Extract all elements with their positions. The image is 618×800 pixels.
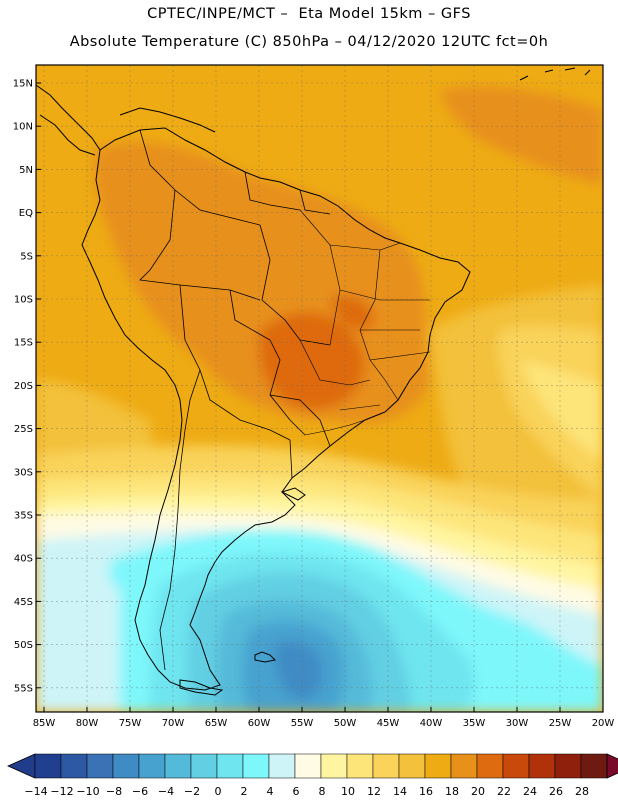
colorbar-label: 12 [367, 785, 381, 798]
colorbar-under-triangle [7, 753, 36, 779]
colorbar-label: 28 [575, 785, 589, 798]
colorbar-label: 24 [523, 785, 537, 798]
colorbar-swatch [424, 753, 452, 779]
lon-tick-label: 85W [33, 718, 56, 729]
lon-tick-label: 20W [592, 718, 615, 729]
colorbar-swatch [86, 753, 114, 779]
colorbar-swatch [190, 753, 218, 779]
colorbar-label: −12 [50, 785, 73, 798]
map-title-line-2: Absolute Temperature (C) 850hPa – 04/12/… [69, 34, 549, 50]
lon-tick-label: 60W [248, 718, 271, 729]
colorbar-swatch [502, 753, 530, 779]
colorbar-swatch [554, 753, 582, 779]
colorbar-swatch [346, 753, 374, 779]
colorbar-label: 22 [497, 785, 511, 798]
lat-tick-label: 20S [14, 381, 33, 392]
south-america-coastline [81, 127, 471, 691]
colorbar-label: 4 [267, 785, 274, 798]
colorbar-label: 0 [215, 785, 222, 798]
map-title-line-1: CPTEC/INPE/MCT – Eta Model 15km – GFS [147, 6, 471, 22]
rio-de-la-plata [280, 487, 306, 501]
colorbar-label: 20 [471, 785, 485, 798]
colorbar-swatch [580, 753, 608, 779]
lon-tick-label: 50W [334, 718, 357, 729]
colorbar-label: −14 [24, 785, 47, 798]
caribbean-islands [519, 67, 591, 81]
lat-tick-label: 5S [20, 251, 33, 262]
lon-tick-label: 35W [463, 718, 486, 729]
lat-tick-label: 40S [14, 554, 33, 565]
latitude-axis: 15N 10N 5N EQ 5S 10S 15S 20S 25S 30S 35S 40S 45S 50S 5… [13, 79, 41, 694]
lon-tick-label: 70W [162, 718, 185, 729]
colorbar-swatch [242, 753, 270, 779]
lon-tick-label: 55W [291, 718, 314, 729]
colorbar-label: 16 [419, 785, 433, 798]
temperature-field [36, 65, 603, 712]
colorbar-label: 6 [293, 785, 300, 798]
colorbar-swatch [528, 753, 556, 779]
coastlines [36, 67, 591, 696]
colorbar-swatch [112, 753, 140, 779]
colorbar-swatch [138, 753, 166, 779]
lon-tick-label: 40W [420, 718, 443, 729]
falkland-islands [254, 651, 277, 663]
lon-tick-label: 25W [549, 718, 572, 729]
lat-tick-label: 30S [14, 467, 33, 478]
colorbar-swatch [268, 753, 296, 779]
colorbar-label: 18 [445, 785, 459, 798]
longitude-axis: 85W 80W 75W 70W 65W 60W 55W 50W 45W 40W 35W 30W 25W 2… [33, 707, 615, 729]
lat-tick-label: 15S [14, 338, 33, 349]
lat-tick-label: 15N [13, 79, 33, 90]
colorbar-label: −2 [184, 785, 200, 798]
colorbar-label: 2 [241, 785, 248, 798]
colorbar-swatch [372, 753, 400, 779]
lat-tick-label: 45S [14, 597, 33, 608]
map-frame [35, 64, 604, 713]
lat-tick-label: 35S [14, 511, 33, 522]
country-borders [139, 129, 331, 671]
lat-tick-label: 10S [14, 295, 33, 306]
colorbar-label: 14 [393, 785, 407, 798]
lat-tick-label: 50S [14, 640, 33, 651]
colorbar-label: −4 [158, 785, 174, 798]
lat-tick-label: 10N [13, 122, 33, 133]
colorbar-swatch [216, 753, 244, 779]
colorbar-label: −6 [132, 785, 148, 798]
colorbar-label: −8 [106, 785, 122, 798]
colorbar-label: 8 [319, 785, 326, 798]
colorbar-swatch [164, 753, 192, 779]
colorbar-swatch [34, 753, 62, 779]
lat-tick-label: 5N [19, 165, 33, 176]
colorbar-swatch [294, 753, 322, 779]
colorbar-swatch [450, 753, 478, 779]
central-america-coastline [36, 84, 101, 156]
lon-tick-label: 80W [76, 718, 99, 729]
lon-tick-label: 45W [377, 718, 400, 729]
colorbar-swatch [320, 753, 348, 779]
colorbar-label: 10 [341, 785, 355, 798]
lon-tick-label: 30W [506, 718, 529, 729]
lon-tick-label: 65W [205, 718, 228, 729]
lat-tick-label: 55S [14, 683, 33, 694]
tierra-del-fuego [179, 679, 224, 696]
lat-tick-label: 25S [14, 424, 33, 435]
colorbar-label: 26 [549, 785, 563, 798]
colorbar-swatch [60, 753, 88, 779]
brazil-state-borders [299, 209, 431, 436]
colorbar-swatch [476, 753, 504, 779]
colorbar-label: −10 [76, 785, 99, 798]
lon-tick-label: 75W [119, 718, 142, 729]
colorbar-swatch [398, 753, 426, 779]
colorbar: −14 −12 −10 −8 −6 −4 −2 0 2 4 6 8 10 12 14 16 18 20 22 24 26… [7, 753, 618, 798]
colorbar-over-triangle [606, 753, 618, 779]
lat-tick-label: EQ [19, 208, 33, 219]
